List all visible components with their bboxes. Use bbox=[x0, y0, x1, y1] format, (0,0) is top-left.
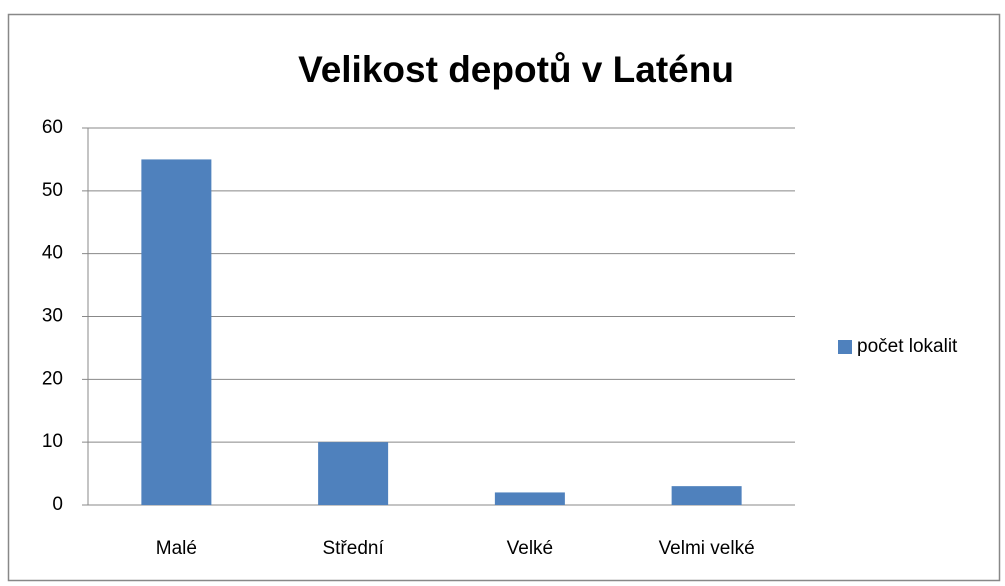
chart-title: Velikost depotů v Laténu bbox=[298, 49, 734, 90]
bar bbox=[141, 159, 212, 505]
y-tick-label: 50 bbox=[42, 180, 63, 201]
legend-swatch bbox=[838, 340, 852, 354]
bar bbox=[318, 442, 389, 505]
x-tick-label: Velmi velké bbox=[659, 538, 755, 559]
y-tick-label: 0 bbox=[52, 494, 63, 515]
x-tick-label: Střední bbox=[322, 538, 384, 559]
y-tick-label: 40 bbox=[42, 243, 63, 264]
bar bbox=[671, 486, 742, 505]
y-tick-label: 30 bbox=[42, 306, 63, 327]
y-tick-label: 20 bbox=[42, 368, 63, 389]
bar bbox=[494, 492, 565, 505]
x-tick-label: Velké bbox=[507, 538, 553, 559]
y-tick-label: 60 bbox=[42, 117, 63, 138]
x-tick-label: Malé bbox=[156, 538, 197, 559]
legend-label: počet lokalit bbox=[857, 336, 958, 357]
y-tick-label: 10 bbox=[42, 431, 63, 452]
